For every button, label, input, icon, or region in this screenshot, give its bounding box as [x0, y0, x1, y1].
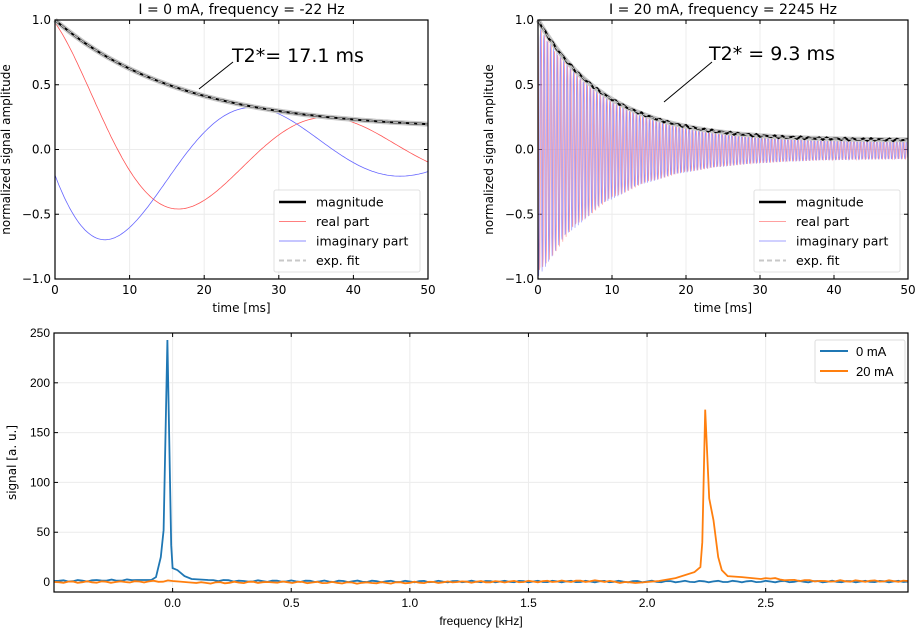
- y-tick-label: 0.0: [515, 143, 534, 157]
- y-tick-label: 150: [30, 426, 50, 440]
- x-axis-label: time [ms]: [694, 301, 752, 315]
- x-axis-label: time [ms]: [212, 301, 270, 315]
- x-tick-label: 2.0: [639, 596, 656, 610]
- plot-frame: [53, 332, 909, 593]
- annotation-t2star: T2*= 17.1 ms: [231, 45, 364, 67]
- x-tick-label: 1.5: [520, 596, 537, 610]
- y-tick-label: 0.0: [32, 143, 51, 157]
- x-tick-label: 2.5: [757, 596, 774, 610]
- plot-frame: [54, 19, 429, 280]
- y-tick-label: −1.0: [505, 272, 534, 286]
- y-tick-label: −1.0: [22, 272, 51, 286]
- series-0-mA: [53, 339, 909, 584]
- legend-label: exp. fit: [316, 253, 360, 268]
- chart-0: 0 10 20 30 40 50 1.0 0.5 0.0 −0.5 −1.0 I = 0 mA, fr…: [0, 2, 436, 315]
- x-tick-label: 50: [900, 283, 915, 297]
- y-tick-label: 200: [30, 376, 50, 390]
- chart-2: 0.0 0.5 1.0 1.5 2.0 2.5 0 50 100 150 200 250 frequen…: [5, 326, 909, 628]
- plot-frame: [537, 19, 909, 280]
- chart-title: I = 20 mA, frequency = 2245 Hz: [609, 2, 837, 18]
- series-20-mA: [53, 409, 909, 585]
- series-real-part: [54, 22, 429, 210]
- y-axis-label: signal [a. u.]: [5, 425, 19, 500]
- y-tick-label: 1.0: [515, 13, 534, 27]
- x-tick-label: 40: [826, 283, 841, 297]
- chart-1: 0 10 20 30 40 50 1.0 0.5 0.0 −0.5 −1.0 I = 20 mA, f…: [482, 2, 916, 315]
- legend: 0 mA 20 mA: [814, 339, 906, 384]
- x-axis-label: frequency [kHz]: [439, 614, 522, 628]
- legend-label: 20 mA: [856, 364, 894, 379]
- x-tick-label: 20: [678, 283, 693, 297]
- y-tick-label: −0.5: [22, 207, 51, 221]
- legend-label: imaginary part: [316, 234, 409, 249]
- legend: magnitude real part imaginary part exp. fit: [273, 189, 421, 273]
- legend-label: real part: [316, 214, 369, 229]
- x-tick-label: 20: [197, 283, 212, 297]
- x-tick-label: 30: [271, 283, 286, 297]
- y-tick-label: 50: [37, 525, 51, 539]
- x-tick-label: 10: [604, 283, 619, 297]
- x-tick-label: 10: [122, 283, 137, 297]
- series-imaginary-part: [54, 107, 429, 241]
- y-tick-label: 250: [30, 326, 50, 340]
- legend-label: exp. fit: [796, 253, 840, 268]
- x-tick-label: 1.0: [401, 596, 418, 610]
- x-tick-label: 0: [534, 283, 542, 297]
- legend-label: magnitude: [316, 195, 384, 210]
- legend-label: magnitude: [796, 195, 864, 210]
- y-tick-label: 0: [43, 575, 50, 589]
- y-tick-label: 1.0: [32, 13, 51, 27]
- legend-box: [273, 189, 421, 273]
- series-exp-fit-dash: [54, 19, 429, 125]
- series-imaginary-part: [537, 27, 909, 277]
- x-tick-label: 40: [346, 283, 361, 297]
- x-tick-label: 0.5: [283, 596, 300, 610]
- y-axis-label: normalized signal amplitude: [0, 64, 13, 234]
- y-axis-label: normalized signal amplitude: [482, 64, 496, 234]
- legend-label: imaginary part: [796, 234, 889, 249]
- annotation-arrow: [198, 61, 234, 90]
- series-real-part: [537, 19, 909, 271]
- legend-label: 0 mA: [856, 344, 887, 359]
- y-tick-label: 0.5: [32, 78, 51, 92]
- x-tick-label: 30: [752, 283, 767, 297]
- y-tick-label: 0.5: [515, 78, 534, 92]
- annotation-arrow: [663, 61, 713, 103]
- x-tick-label: 50: [420, 283, 435, 297]
- legend: magnitude real part imaginary part exp. fit: [753, 189, 901, 273]
- y-tick-label: 100: [30, 475, 50, 489]
- x-tick-label: 0.0: [164, 596, 181, 610]
- chart-title: I = 0 mA, frequency = -22 Hz: [138, 2, 344, 18]
- x-tick-label: 0: [51, 283, 59, 297]
- legend-box: [753, 189, 901, 273]
- y-tick-label: −0.5: [505, 207, 534, 221]
- legend-label: real part: [796, 214, 849, 229]
- series-exp-fit-dash: [537, 19, 909, 141]
- annotation-t2star: T2* = 9.3 ms: [708, 43, 835, 65]
